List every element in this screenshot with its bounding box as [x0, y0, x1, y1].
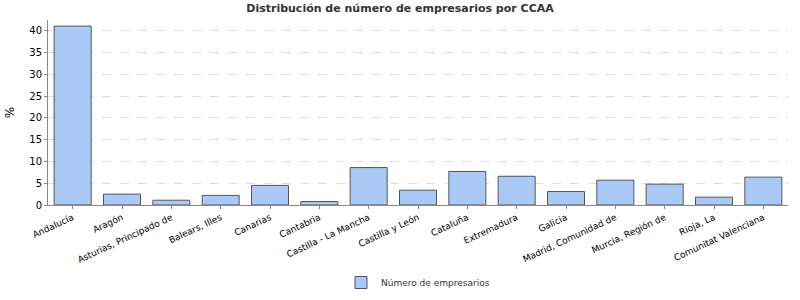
- svg-text:Número de empresarios: Número de empresarios: [381, 278, 490, 288]
- svg-text:15: 15: [29, 134, 42, 145]
- svg-text:0: 0: [36, 200, 42, 211]
- svg-text:Canarias: Canarias: [233, 212, 273, 238]
- svg-text:Aragón: Aragón: [91, 212, 124, 235]
- svg-text:25: 25: [29, 91, 42, 102]
- svg-text:Cantabria: Cantabria: [278, 212, 322, 240]
- svg-text:30: 30: [29, 69, 42, 80]
- svg-text:Madrid, Comunidad de: Madrid, Comunidad de: [521, 212, 618, 264]
- svg-text:5: 5: [36, 178, 42, 189]
- svg-text:Murcia, Región de: Murcia, Región de: [590, 212, 668, 255]
- svg-text:35: 35: [29, 47, 42, 58]
- svg-text:Rioja, La: Rioja, La: [678, 212, 717, 237]
- svg-text:Extremadura: Extremadura: [462, 212, 519, 246]
- svg-text:Galicia: Galicia: [537, 212, 569, 234]
- svg-text:Comunitat Valenciana: Comunitat Valenciana: [672, 212, 766, 263]
- svg-text:40: 40: [29, 25, 42, 36]
- svg-text:10: 10: [29, 156, 42, 167]
- svg-text:Cataluña: Cataluña: [429, 212, 470, 238]
- svg-text:Castilla - La Mancha: Castilla - La Mancha: [285, 212, 371, 259]
- svg-text:Asturias, Principado de: Asturias, Principado de: [76, 212, 174, 265]
- svg-text:Castilla y León: Castilla y León: [357, 212, 421, 249]
- svg-text:20: 20: [29, 112, 42, 123]
- svg-text:%: %: [3, 107, 17, 118]
- svg-text:Balears, Illes: Balears, Illes: [167, 212, 223, 245]
- svg-text:Distribución de número de empr: Distribución de número de empresarios po…: [246, 2, 554, 15]
- svg-text:Andalucía: Andalucía: [31, 212, 75, 240]
